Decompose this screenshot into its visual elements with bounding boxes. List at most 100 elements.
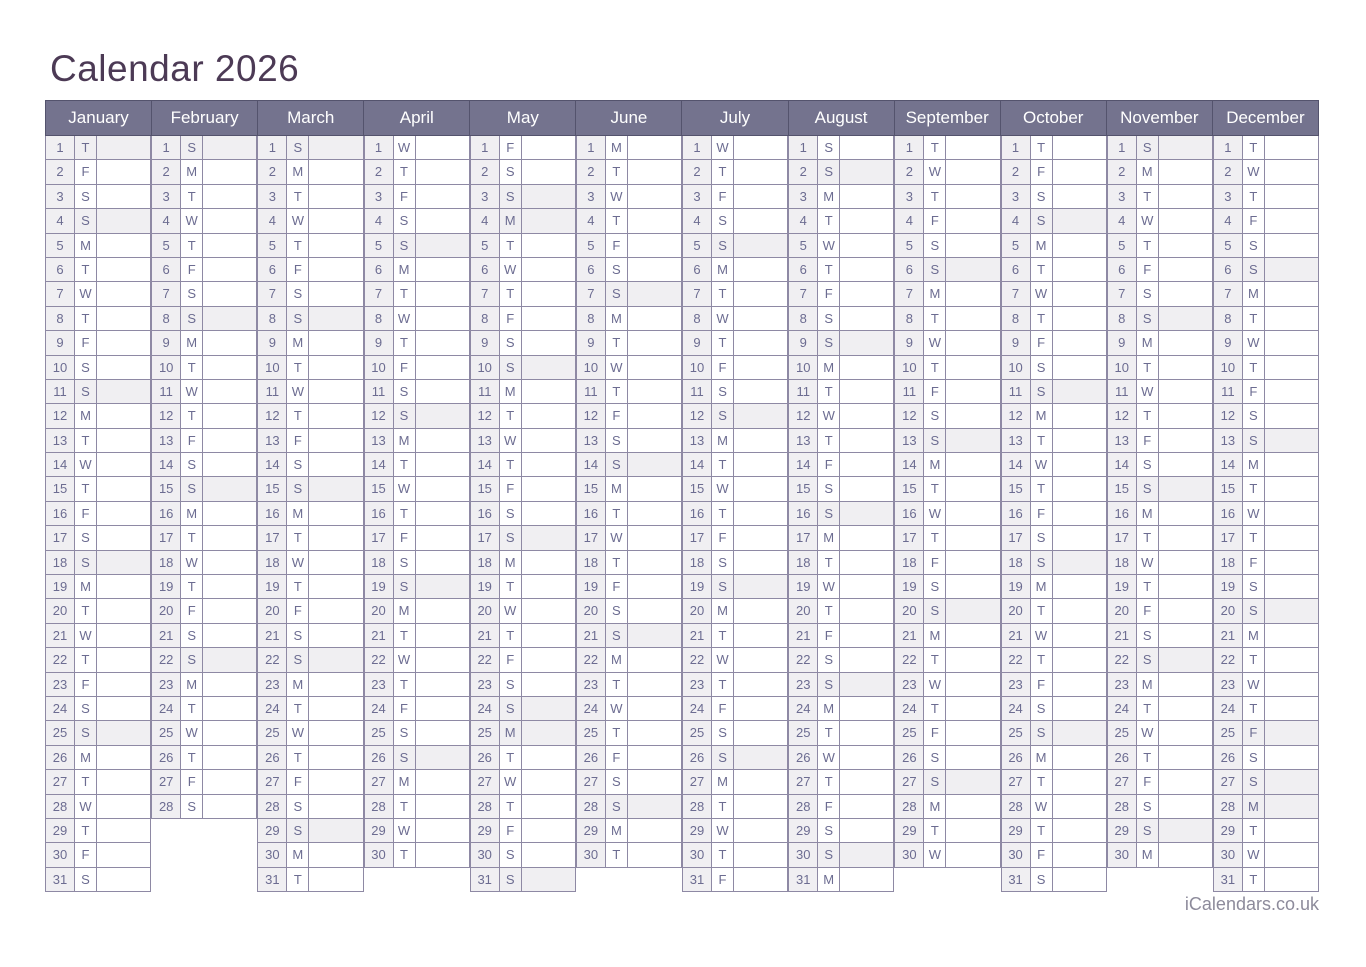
day-note-space [1158,672,1212,696]
day-number: 8 [895,306,925,331]
weekday-letter: S [605,428,628,453]
day-row-july-25: 25 S [683,721,788,746]
day-row-october-30: 30 F [1001,843,1106,868]
day-number: 17 [258,526,288,550]
day-note-space [521,477,575,501]
day-note-space [1264,306,1319,331]
day-number: 30 [258,843,288,867]
day-number: 8 [576,306,606,331]
day-row-march-20: 20 F [258,599,363,624]
weekday-letter: M [818,355,841,379]
weekday-letter: M [712,257,735,282]
day-number: 23 [46,672,75,696]
weekday-letter: F [924,379,947,404]
day-row-april-24: 24 F [364,696,469,722]
weekday-letter: F [818,453,841,477]
weekday-letter: T [1136,233,1159,257]
day-note-space [1052,257,1106,282]
day-number: 28 [895,794,925,818]
weekday-letter: T [1136,404,1159,428]
day-note-space [521,306,575,331]
day-row-september-14: 14 M [895,453,1000,478]
day-number: 10 [683,355,713,379]
day-note-space [521,721,575,745]
day-note-space [1052,648,1106,672]
day-note-space [1052,233,1106,257]
day-note-space [734,136,788,160]
weekday-letter: S [1030,867,1053,892]
day-number: 21 [1107,623,1137,648]
day-row-january-19: 19 M [46,575,151,600]
weekday-letter: T [499,404,522,428]
day-note-space [309,672,363,696]
day-note-space [946,282,1000,306]
day-number: 27 [1001,770,1031,794]
weekday-letter: W [924,672,947,696]
day-note-space [309,404,363,428]
day-row-february-19: 19 T [152,575,257,600]
day-row-november-23: 23 M [1107,672,1212,697]
day-number: 20 [46,599,75,623]
day-row-july-18: 18 S [683,550,788,576]
day-note-space [415,550,469,575]
weekday-letter: T [1136,696,1159,721]
month-header-february: February [152,101,259,135]
day-number: 11 [470,379,500,404]
day-number: 23 [1107,672,1137,696]
day-row-november-30: 30 M [1107,843,1212,868]
day-number: 15 [683,477,713,501]
weekday-letter: W [1030,623,1053,648]
day-number: 6 [683,257,713,282]
weekday-letter: W [499,428,522,453]
day-note-space [1052,501,1106,526]
weekday-letter: T [1136,745,1159,770]
day-number: 30 [1213,843,1243,867]
day-note-space [734,770,788,794]
day-note-space [840,306,894,331]
day-row-may-18: 18 M [470,550,575,576]
day-note-space [521,209,575,233]
day-number: 11 [576,379,606,404]
weekday-letter: S [1136,477,1159,501]
day-number: 29 [258,818,288,843]
weekday-letter: F [924,721,947,745]
icalendars-credit-link[interactable]: iCalendars.co.uk [1184,894,1319,914]
day-row-january-29: 29 T [46,818,151,844]
day-note-space [627,233,682,257]
day-note-space [309,331,363,355]
day-note-space [309,818,363,843]
day-row-september-23: 23 W [895,672,1000,697]
day-note-space [521,745,575,770]
weekday-letter: S [1136,818,1159,843]
day-row-january-26: 26 M [46,745,151,771]
day-note-space [840,355,894,379]
day-note-space [415,233,469,257]
day-row-may-16: 16 S [470,501,575,527]
day-note-space [734,404,788,428]
weekday-letter: M [1242,282,1265,306]
day-number: 26 [1001,745,1031,770]
weekday-letter: S [818,160,841,184]
day-note-space [840,745,894,770]
weekday-letter: M [499,721,522,745]
day-note-space [309,379,363,404]
weekday-letter: T [1030,306,1053,331]
day-row-october-23: 23 F [1001,672,1106,697]
day-number: 18 [895,550,925,575]
day-note-space [1052,623,1106,648]
day-number: 16 [1213,501,1243,526]
day-number: 29 [46,818,75,843]
month-header-march: March [258,101,365,135]
day-number: 14 [1001,453,1031,477]
weekday-letter: M [393,428,416,453]
